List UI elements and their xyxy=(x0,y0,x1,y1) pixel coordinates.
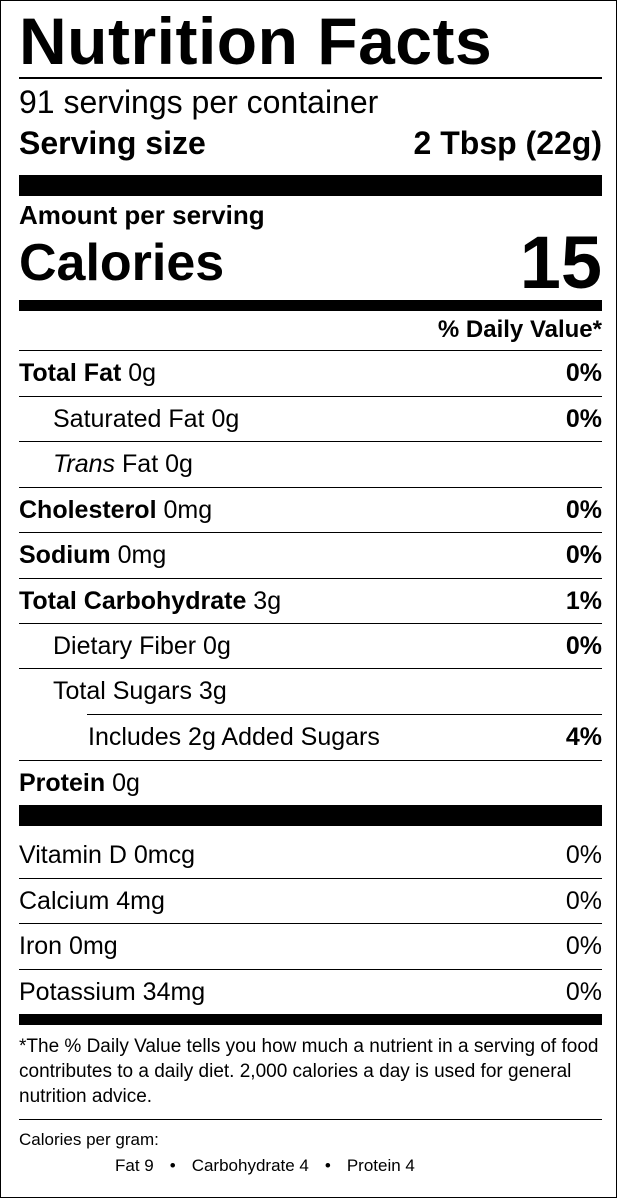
vitamin-dv: 0% xyxy=(565,841,602,869)
nutrient-amount: 0g xyxy=(203,632,231,660)
nutrient-dv: 0% xyxy=(565,632,602,660)
serving-size-row: Serving size 2 Tbsp (22g) xyxy=(19,123,602,163)
nutrient-name-italic: Trans xyxy=(53,450,116,478)
divider-thin xyxy=(19,878,602,879)
nutrient-dv: 0% xyxy=(565,541,602,569)
daily-value-footnote: *The % Daily Value tells you how much a … xyxy=(19,1036,599,1107)
divider-thin xyxy=(19,623,602,624)
divider-thin xyxy=(19,396,602,397)
vitamin-row-iron: Iron 0mg 0% xyxy=(19,924,602,969)
calories-row: Calories 15 xyxy=(19,223,602,303)
vitamin-amount: 0mg xyxy=(69,932,118,960)
divider-thin xyxy=(19,487,602,488)
nutrient-dv: 0% xyxy=(565,405,602,433)
nutrient-row-total-fat: Total Fat 0g 0% xyxy=(19,351,602,396)
divider-thick xyxy=(19,805,602,826)
nutrient-name: Sodium xyxy=(19,541,111,569)
vitamin-row-potassium: Potassium 34mg 0% xyxy=(19,970,602,1015)
divider-thin xyxy=(19,760,602,761)
nutrient-amount: 0g xyxy=(165,450,193,478)
divider-thin xyxy=(19,77,602,79)
calories-per-gram-label: Calories per gram: xyxy=(19,1130,159,1149)
servings-per-container: 91 servings per container xyxy=(19,84,379,120)
nutrient-row-total-sugars: Total Sugars 3g xyxy=(19,669,602,714)
nutrient-row-cholesterol: Cholesterol 0mg 0% xyxy=(19,488,602,533)
nutrient-row-dietary-fiber: Dietary Fiber 0g 0% xyxy=(19,624,602,669)
vitamin-row-vitamin-d: Vitamin D 0mcg 0% xyxy=(19,833,602,878)
divider-thin xyxy=(19,923,602,924)
vitamin-amount: 0mcg xyxy=(133,841,196,869)
calories-label: Calories xyxy=(19,234,225,292)
nutrient-amount: 0g xyxy=(112,769,140,797)
nutrient-amount: 3g xyxy=(253,587,282,615)
nutrient-dv: 1% xyxy=(565,587,602,615)
vitamin-name: Vitamin D xyxy=(19,841,127,869)
nutrient-row-added-sugars: Includes 2g Added Sugars 4% xyxy=(19,715,602,760)
vitamin-name: Potassium xyxy=(19,978,136,1006)
divider-thin xyxy=(19,441,602,442)
nutrient-name: Dietary Fiber xyxy=(53,632,197,660)
vitamin-row-calcium: Calcium 4mg 0% xyxy=(19,879,602,924)
divider-medium xyxy=(19,300,602,311)
nutrient-name: Protein xyxy=(19,769,106,797)
cpg-fat: Fat 9 xyxy=(115,1156,154,1175)
nutrient-row-sodium: Sodium 0mg 0% xyxy=(19,533,602,578)
nutrient-row-protein: Protein 0g xyxy=(19,761,602,806)
nutrient-name: Total Carbohydrate xyxy=(19,587,247,615)
cpg-carbohydrate: Carbohydrate 4 xyxy=(191,1156,309,1175)
vitamin-amount: 4mg xyxy=(116,887,165,915)
nutrient-name: Includes 2g Added Sugars xyxy=(88,723,380,751)
vitamin-name: Iron xyxy=(19,932,63,960)
nutrient-row-total-carbohydrate: Total Carbohydrate 3g 1% xyxy=(19,579,602,624)
divider-thin-indented xyxy=(87,714,602,715)
nutrient-amount: 0g xyxy=(211,405,240,433)
nutrient-amount: 3g xyxy=(198,677,227,705)
calories-value: 15 xyxy=(519,221,602,304)
serving-size-value: 2 Tbsp (22g) xyxy=(413,125,602,161)
cpg-protein: Protein 4 xyxy=(346,1156,415,1175)
divider-thin xyxy=(19,1119,602,1120)
calories-per-gram-values: Fat 9 • Carbohydrate 4 • Protein 4 xyxy=(115,1155,415,1177)
vitamin-dv: 0% xyxy=(565,978,602,1006)
vitamin-dv: 0% xyxy=(565,932,602,960)
daily-value-header: % Daily Value* xyxy=(437,316,602,343)
nutrient-row-trans-fat: Trans Fat 0g xyxy=(19,442,602,487)
nutrient-name: Saturated Fat xyxy=(53,405,205,433)
nutrient-amount: 0mg xyxy=(117,541,167,569)
nutrient-amount: 0g xyxy=(128,359,157,387)
nutrient-dv: 0% xyxy=(565,496,602,524)
bullet-separator: • xyxy=(324,1156,331,1175)
vitamin-amount: 34mg xyxy=(142,978,206,1006)
vitamin-dv: 0% xyxy=(565,887,602,915)
nutrient-name: Cholesterol xyxy=(19,496,157,524)
divider-thin xyxy=(19,578,602,579)
nutrient-row-saturated-fat: Saturated Fat 0g 0% xyxy=(19,397,602,442)
nutrient-dv: 4% xyxy=(565,723,602,751)
serving-size-label: Serving size xyxy=(19,125,206,161)
nutrient-name: Total Fat xyxy=(19,359,122,387)
divider-thick xyxy=(19,175,602,196)
nutrient-name: Total Sugars xyxy=(53,677,192,705)
nutrient-dv: 0% xyxy=(565,359,602,387)
nutrient-amount: 0mg xyxy=(163,496,213,524)
divider-thin xyxy=(19,532,602,533)
label-title: Nutrition Facts xyxy=(19,4,493,78)
divider-thin xyxy=(19,969,602,970)
bullet-separator: • xyxy=(169,1156,176,1175)
divider-medium xyxy=(19,1014,602,1025)
amount-per-serving: Amount per serving xyxy=(19,200,265,230)
divider-thin xyxy=(19,350,602,351)
vitamin-name: Calcium xyxy=(19,887,110,915)
nutrient-name: Fat xyxy=(122,450,159,478)
divider-thin xyxy=(19,668,602,669)
